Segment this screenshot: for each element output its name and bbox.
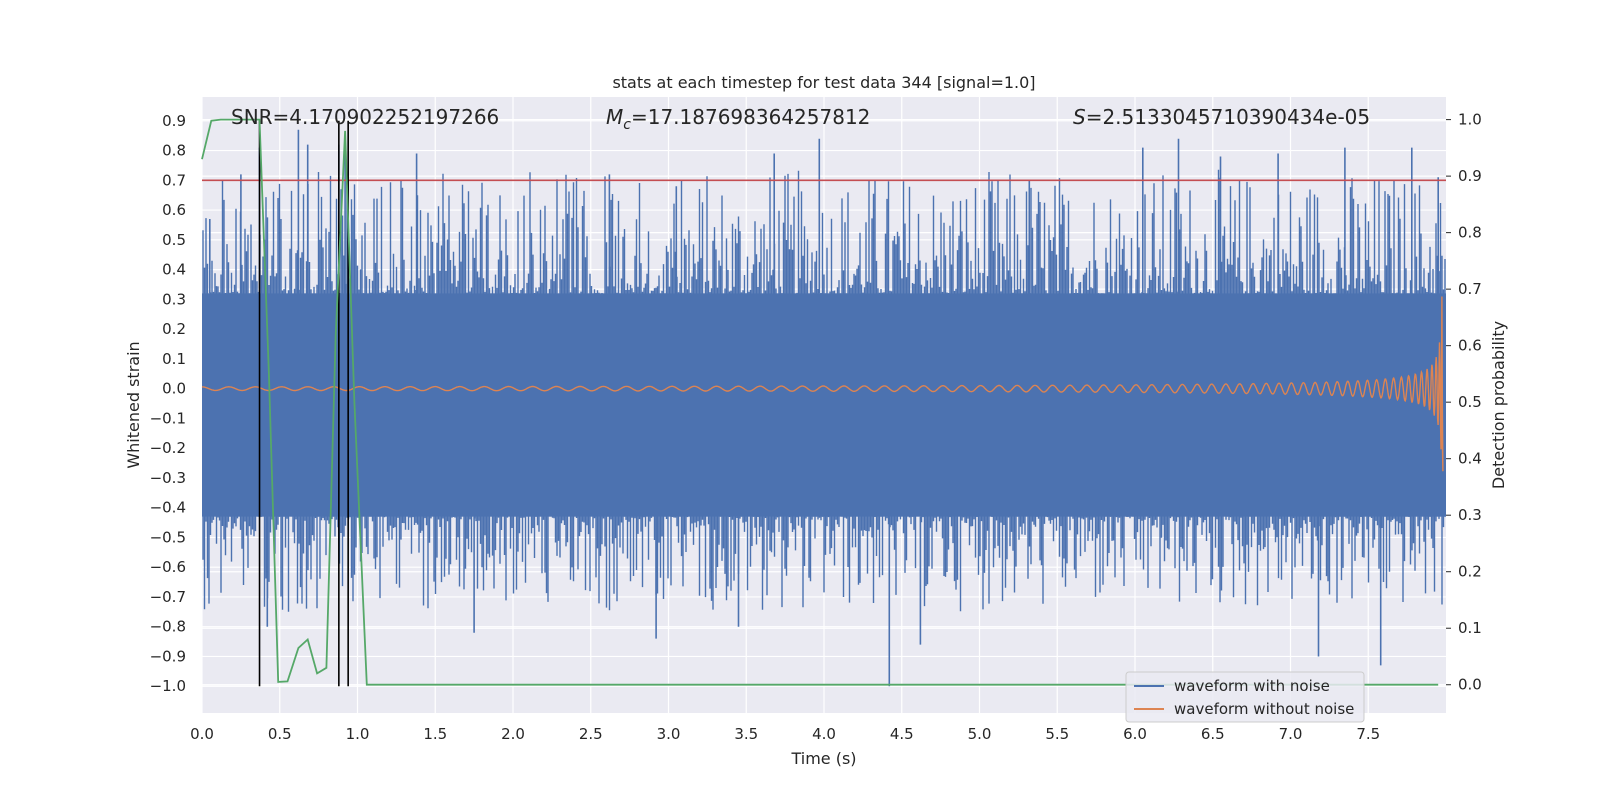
- y-tick-label-left: 0.5: [162, 231, 186, 249]
- y-tick-label-left: 0.6: [162, 201, 186, 219]
- y-tick-label-left: 0.1: [162, 350, 186, 368]
- x-tick-label: 5.5: [1045, 725, 1069, 743]
- overlays: [201, 118, 1446, 687]
- x-tick-label: 3.0: [657, 725, 681, 743]
- y-tick-label-left: 0.9: [162, 112, 186, 130]
- x-tick-label: 0.5: [268, 725, 292, 743]
- x-tick-label: 3.5: [734, 725, 758, 743]
- x-tick-label: 7.0: [1279, 725, 1303, 743]
- series-waveform-with-noise: [202, 129, 1446, 687]
- x-tick-label: 6.5: [1201, 725, 1225, 743]
- x-tick-label: 0.0: [190, 725, 214, 743]
- x-tick-label: 5.0: [968, 725, 992, 743]
- noise-spikes: [202, 169, 1446, 612]
- y-tick-label-left: −0.5: [150, 528, 186, 546]
- y-tick-label-left: 0.0: [162, 380, 186, 398]
- y-tick-label-right: 0.3: [1458, 506, 1482, 524]
- y-tick-label-left: 0.7: [162, 171, 186, 189]
- detection-probability-line: [201, 118, 1439, 686]
- x-tick-label: 1.0: [346, 725, 370, 743]
- x-tick-label: 6.0: [1123, 725, 1147, 743]
- s-annotation: S=2.5133045710390434e-05: [1073, 105, 1370, 129]
- y-tick-label-left: 0.2: [162, 320, 186, 338]
- y-tick-label-left: −0.4: [150, 499, 186, 517]
- x-tick-label: 2.5: [579, 725, 603, 743]
- y-tick-label-right: 0.9: [1458, 167, 1482, 185]
- chirp-mass-value: =17.187698364257812: [631, 105, 870, 129]
- y-tick-label-right: 0.6: [1458, 337, 1482, 355]
- y-tick-label-left: 0.3: [162, 290, 186, 308]
- s-symbol: S: [1073, 105, 1086, 129]
- y-tick-label-left: −0.8: [150, 618, 186, 636]
- x-tick-label: 1.5: [423, 725, 447, 743]
- y-tick-label-right: 0.4: [1458, 450, 1482, 468]
- chirp-mass-annotation: Mc=17.187698364257812: [606, 105, 870, 133]
- y-axis-label-right: Detection probability: [1489, 321, 1508, 489]
- y-tick-label-left: 0.8: [162, 142, 186, 160]
- x-tick-label: 4.0: [812, 725, 836, 743]
- y-tick-label-left: −0.9: [150, 647, 186, 665]
- y-tick-label-left: 0.4: [162, 261, 186, 279]
- legend: waveform with noise waveform without noi…: [1125, 671, 1365, 723]
- y-tick-label-right: 0.8: [1458, 224, 1482, 242]
- x-axis-label: Time (s): [790, 749, 856, 768]
- s-value: =2.5133045710390434e-05: [1086, 105, 1370, 129]
- y-tick-label-left: −0.3: [150, 469, 186, 487]
- chart-title: stats at each timestep for test data 344…: [612, 73, 1035, 92]
- axis-ticks: 0.0 0.5 1.0 1.5 2.0 2.5 3.0 3.5 4.0 4.5 5.0 5.5 6.0 6…: [150, 111, 1482, 743]
- legend-box: [1125, 671, 1365, 723]
- y-tick-label-right: 0.1: [1458, 619, 1482, 637]
- y-tick-label-right: 1.0: [1458, 111, 1482, 129]
- chirp-mass-subscript: c: [623, 117, 631, 133]
- x-tick-label: 7.5: [1356, 725, 1380, 743]
- clean-waveform-line: [201, 296, 1444, 472]
- chirp-mass-symbol: M: [606, 105, 623, 129]
- y-tick-label-left: −0.2: [150, 439, 186, 457]
- series-waveform-without-noise: [201, 296, 1444, 472]
- y-tick-label-left: −0.1: [150, 409, 186, 427]
- y-tick-label-left: −1.0: [150, 677, 186, 695]
- snr-annotation: SNR=4.170902252197266: [231, 105, 499, 129]
- y-tick-label-left: −0.6: [150, 558, 186, 576]
- x-tick-label: 4.5: [890, 725, 914, 743]
- x-tick-label: 2.0: [501, 725, 525, 743]
- y-tick-label-right: 0.5: [1458, 393, 1482, 411]
- legend-label-noise: waveform with noise: [1174, 677, 1330, 695]
- y-tick-label-left: −0.7: [150, 588, 186, 606]
- y-tick-label-right: 0.2: [1458, 563, 1482, 581]
- y-axis-label-left: Whitened strain: [124, 341, 143, 468]
- y-tick-label-right: 0.0: [1458, 676, 1482, 694]
- y-tick-label-right: 0.7: [1458, 280, 1482, 298]
- legend-label-clean: waveform without noise: [1174, 700, 1354, 718]
